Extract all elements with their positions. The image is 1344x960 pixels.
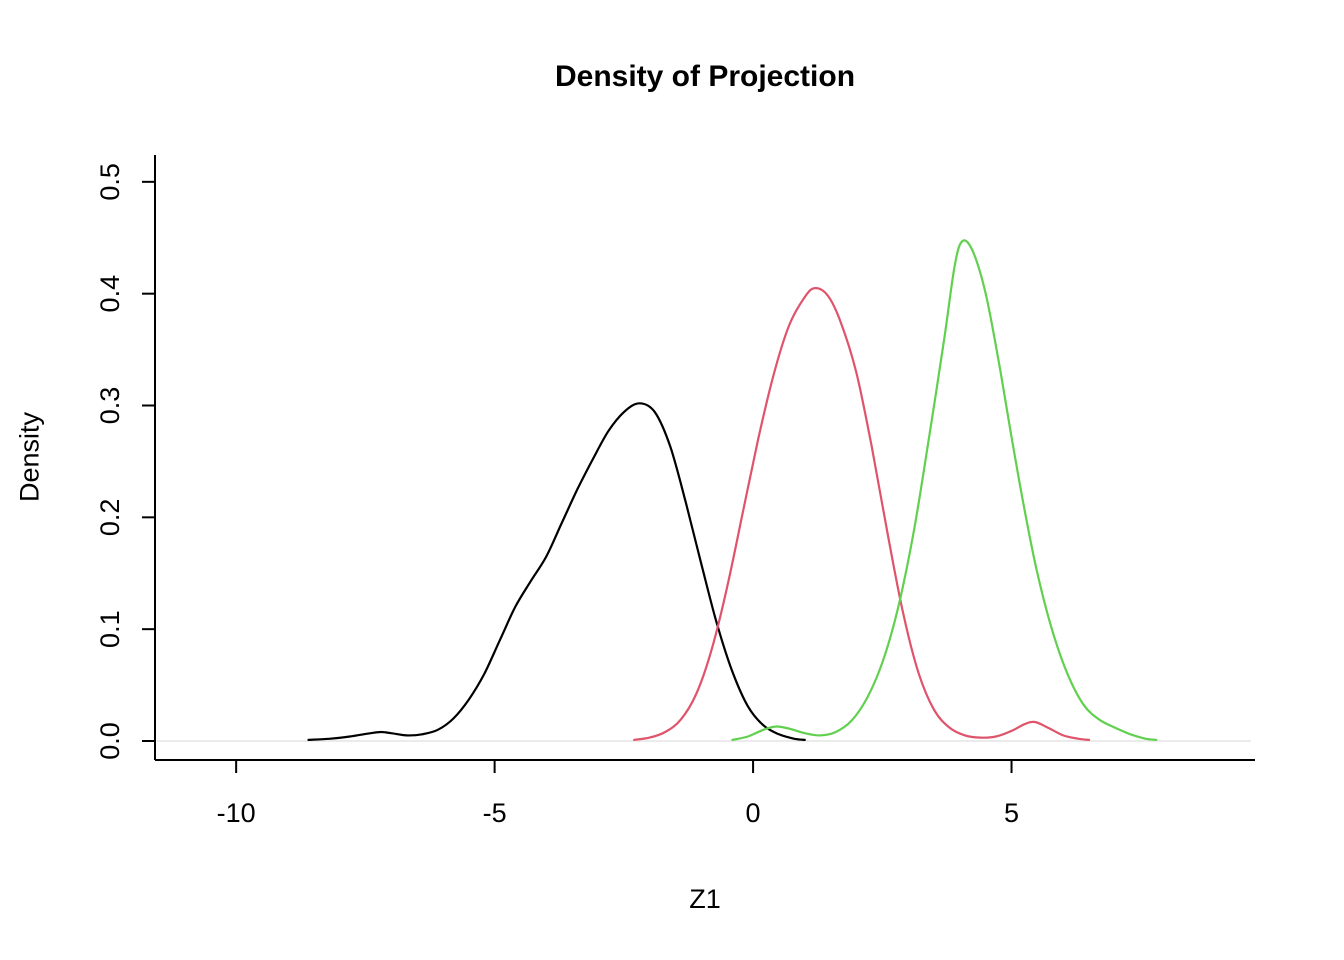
y-tick-label: 0.5	[95, 163, 125, 201]
y-tick-label: 0.2	[95, 499, 125, 537]
density-curve-group-1-black	[307, 402, 806, 741]
density-curve-group-3-green	[731, 239, 1158, 741]
chart-title: Density of Projection	[554, 60, 856, 93]
x-tick-label: 0	[746, 798, 761, 828]
y-axis-label: Density	[14, 411, 45, 503]
density-curve-group-2-red	[633, 286, 1091, 741]
x-tick-label: -10	[217, 798, 256, 828]
x-tick-label: -5	[483, 798, 507, 828]
x-tick-label: 5	[1004, 798, 1019, 828]
y-tick-label: 0.3	[95, 387, 125, 425]
y-tick-label: 0.4	[95, 275, 125, 313]
y-tick-label: 0.1	[95, 610, 125, 648]
y-tick-label: 0.0	[95, 722, 125, 760]
x-axis-label: Z1	[689, 884, 721, 914]
